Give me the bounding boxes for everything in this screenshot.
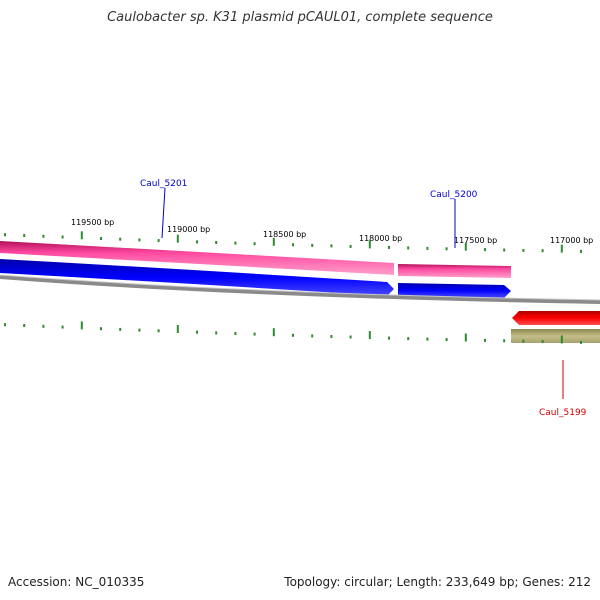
scale-label-117500: 117500 bp xyxy=(454,236,497,245)
gene-label-caul-5199[interactable]: Caul_5199 xyxy=(539,408,587,418)
scale-label-119500: 119500 bp xyxy=(71,218,114,227)
plasmid-backbone xyxy=(0,275,600,304)
map-title: Caulobacter sp. K31 plasmid pCAUL01, com… xyxy=(107,10,493,25)
topology-text: Topology: circular; Length: 233,649 bp; … xyxy=(284,575,591,589)
plasmid-backbone-highlight xyxy=(0,274,600,301)
khaki-gene-track[interactable] xyxy=(511,329,600,343)
scale-label-117000: 117000 bp xyxy=(550,236,593,245)
blue-gene-caul-5200[interactable] xyxy=(398,283,511,298)
gene-label-caul-5201[interactable]: Caul_5201 xyxy=(140,179,187,189)
leader-line-caul-5201 xyxy=(161,187,166,239)
gene-label-caul-5200[interactable]: Caul_5200 xyxy=(430,190,478,200)
scale-label-119000: 119000 bp xyxy=(167,225,210,234)
tick-marks-outer xyxy=(4,231,582,253)
blue-gene-caul-5201[interactable] xyxy=(0,259,394,296)
accession-text: Accession: NC_010335 xyxy=(8,575,145,589)
pink-gene-segment[interactable] xyxy=(398,264,511,278)
pink-gene-track[interactable] xyxy=(0,241,394,275)
scale-label-118500: 118500 bp xyxy=(263,230,306,239)
tick-marks-inner xyxy=(4,321,582,344)
red-gene-caul-5199[interactable] xyxy=(512,311,600,325)
scale-label-118000: 118000 bp xyxy=(359,234,402,243)
